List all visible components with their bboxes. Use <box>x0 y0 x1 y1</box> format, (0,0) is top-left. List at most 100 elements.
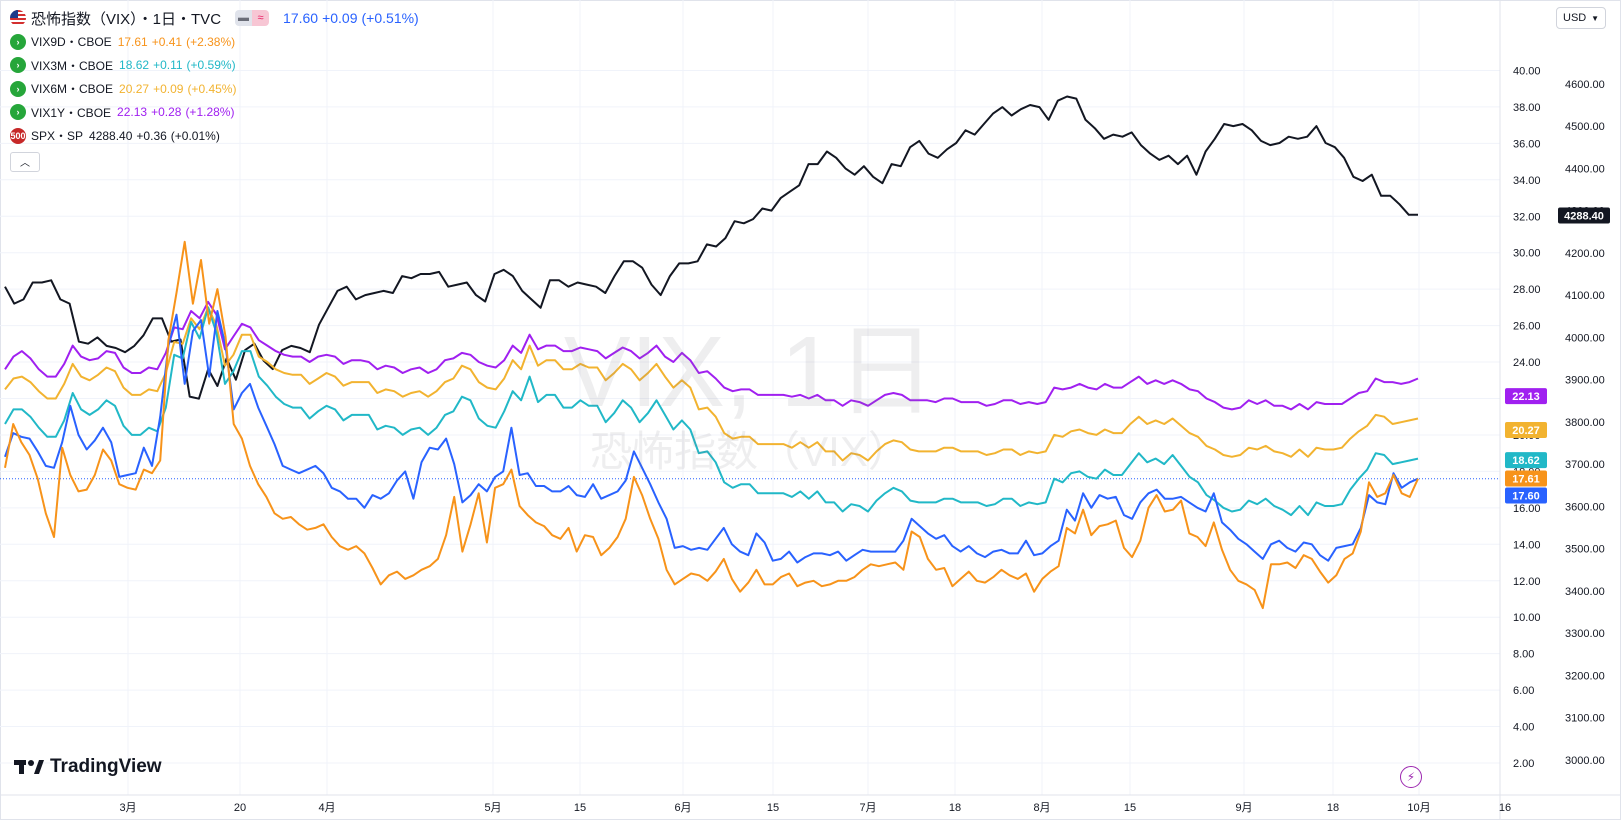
cboe-icon: › <box>10 80 26 97</box>
legend-main-pct: (+0.51%) <box>361 10 419 26</box>
axis-tick-x: 15 <box>767 802 779 814</box>
axis-tick-left: 12.00 <box>1513 576 1541 588</box>
axis-tick-left: 16.00 <box>1513 503 1541 515</box>
axis-tick-right: 4500.00 <box>1565 121 1605 133</box>
axis-tick-right: 3700.00 <box>1565 459 1605 471</box>
legend-item-symbol: VIX1Y・CBOE <box>31 105 112 120</box>
axis-tick-right: 3300.00 <box>1565 628 1605 640</box>
axis-tick-right: 3500.00 <box>1565 544 1605 556</box>
legend-item-value: 18.62 <box>119 58 150 73</box>
axis-tick-right: 4000.00 <box>1565 332 1605 344</box>
axis-tick-x: 8月 <box>1033 802 1050 814</box>
axis-tick-right: 4200.00 <box>1565 248 1605 260</box>
axis-tick-x: 3月 <box>119 802 136 814</box>
legend-item-change: +0.09 <box>153 81 184 96</box>
last-value-label <box>1505 452 1547 469</box>
minus-icon[interactable]: ▬ <box>235 10 253 26</box>
axis-tick-right: 3200.00 <box>1565 670 1605 682</box>
chevron-up-icon: ︿ <box>20 158 30 169</box>
axis-tick-left: 6.00 <box>1513 685 1534 697</box>
legend-item[interactable]: › VIX3M・CBOE 18.62 +0.11 (+0.59%) <box>10 54 423 78</box>
series-line[interactable] <box>4 300 1419 411</box>
legend-item-symbol: SPX・SP <box>31 129 84 144</box>
legend-item-symbol: VIX3M・CBOE <box>31 58 114 73</box>
axis-tick-x: 5月 <box>484 802 501 814</box>
axis-tick-x: 18 <box>949 802 961 814</box>
axis-tick-x: 16 <box>1499 802 1511 814</box>
last-value-label <box>1505 422 1547 439</box>
axis-tick-right: 3000.00 <box>1565 755 1605 767</box>
tradingview-logo[interactable]: TradingView <box>14 756 162 778</box>
axis-tick-right: 3100.00 <box>1565 713 1605 725</box>
axis-tick-right: 3900.00 <box>1565 375 1605 387</box>
last-value-label <box>1505 487 1547 504</box>
legend-item-symbol: VIX9D・CBOE <box>31 35 112 50</box>
cboe-icon: › <box>10 33 26 50</box>
last-value-text: 4288.40 <box>1564 211 1604 223</box>
series-line[interactable] <box>4 306 1419 462</box>
legend-item-value: 17.61 <box>117 34 148 49</box>
axis-tick-x: 18 <box>1327 802 1339 814</box>
legend-item-value: 20.27 <box>119 81 150 96</box>
axis-tick-right: 3800.00 <box>1565 417 1605 429</box>
series-line[interactable] <box>4 306 1419 517</box>
legend-item-change: +0.11 <box>153 58 183 73</box>
legend-item[interactable]: › VIX6M・CBOE 20.27 +0.09 (+0.45%) <box>10 77 423 101</box>
tradingview-logo-icon <box>14 760 44 774</box>
legend-collapse-button[interactable]: ︿ <box>10 151 40 172</box>
last-value-text: 20.27 <box>1512 425 1540 437</box>
sp500-icon: 500 <box>10 127 26 144</box>
legend-item-pct: (+1.28%) <box>185 105 235 120</box>
currency-label: USD <box>1563 12 1587 24</box>
axis-tick-left: 40.00 <box>1513 65 1541 77</box>
legend-item-pct: (+0.45%) <box>187 81 237 96</box>
currency-selector[interactable]: USD ▼ <box>1556 7 1606 29</box>
axis-tick-x: 10月 <box>1407 802 1430 814</box>
last-value-text: 17.61 <box>1512 474 1540 486</box>
axis-tick-left: 34.00 <box>1513 175 1541 187</box>
axis-tick-right: 3600.00 <box>1565 501 1605 513</box>
axis-tick-right: 4400.00 <box>1565 163 1605 175</box>
axis-tick-left: 8.00 <box>1513 649 1534 661</box>
legend-main-title: 恐怖指数（VIX）・1日・TVC <box>31 10 222 28</box>
last-value-text: 17.60 <box>1512 491 1540 503</box>
legend-item-pct: (+2.38%) <box>186 34 236 49</box>
approx-icon[interactable]: ≈ <box>252 10 270 26</box>
series-line[interactable] <box>4 95 1418 400</box>
cboe-icon: › <box>10 57 26 74</box>
last-value-text: 18.62 <box>1512 455 1540 467</box>
us-flag-icon <box>10 10 26 26</box>
legend-item[interactable]: 500 SPX・SP 4288.40 +0.36 (+0.01%) <box>10 124 423 148</box>
axis-tick-left: 2.00 <box>1513 758 1534 770</box>
legend-item[interactable]: › VIX9D・CBOE 17.61 +0.41 (+2.38%) <box>10 30 423 54</box>
legend-main[interactable]: 恐怖指数（VIX）・1日・TVC ▬ ≈ 17.60 +0.09 (+0.51%… <box>10 8 423 28</box>
lightning-icon[interactable]: ⚡ <box>1400 766 1422 788</box>
legend-item[interactable]: › VIX1Y・CBOE 22.13 +0.28 (+1.28%) <box>10 101 423 125</box>
axis-tick-left: 30.00 <box>1513 248 1541 260</box>
legend-main-change: +0.09 <box>322 10 358 26</box>
axis-tick-right: 4600.00 <box>1565 79 1605 91</box>
last-value-label <box>1505 470 1547 487</box>
axis-tick-left: 28.00 <box>1513 284 1541 296</box>
axis-tick-x: 15 <box>1124 802 1136 814</box>
legend-item-pct: (+0.59%) <box>186 58 236 73</box>
series-line[interactable] <box>4 310 1419 564</box>
axis-tick-left: 10.00 <box>1513 612 1541 624</box>
logo-text: TradingView <box>50 756 162 777</box>
legend: 恐怖指数（VIX）・1日・TVC ▬ ≈ 17.60 +0.09 (+0.51%… <box>10 8 423 172</box>
cboe-icon: › <box>10 104 26 121</box>
last-value-label <box>1558 207 1610 224</box>
legend-toggle[interactable]: ▬ ≈ <box>235 10 270 26</box>
legend-item-change: +0.28 <box>151 105 182 120</box>
last-value-text: 22.13 <box>1512 391 1540 403</box>
axis-tick-left: 36.00 <box>1513 138 1541 150</box>
axis-tick-left: 38.00 <box>1513 102 1541 114</box>
axis-tick-x: 20 <box>234 802 246 814</box>
axis-tick-right: 3400.00 <box>1565 586 1605 598</box>
axis-tick-x: 4月 <box>318 802 335 814</box>
last-value-label <box>1505 388 1547 405</box>
axis-tick-x: 6月 <box>674 802 691 814</box>
series-line[interactable] <box>4 240 1419 610</box>
